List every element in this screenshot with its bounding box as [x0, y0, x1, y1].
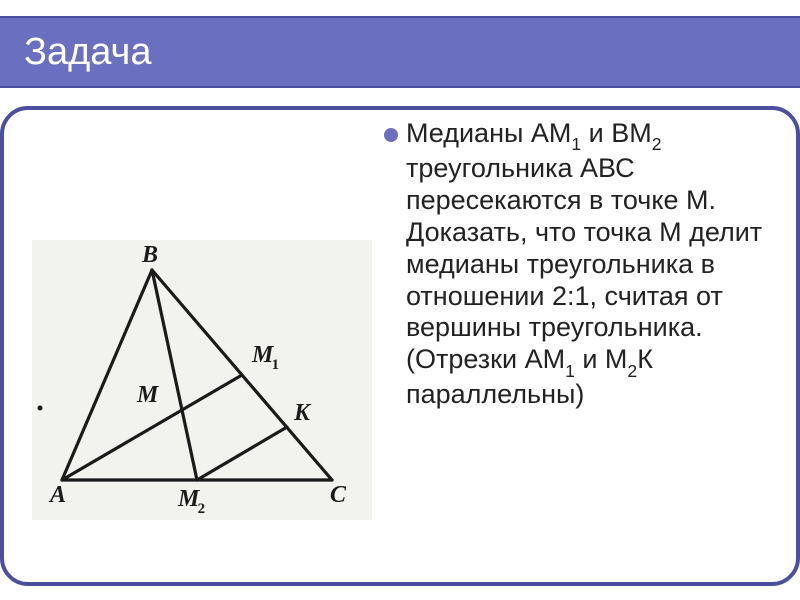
slide-title: Задача	[0, 31, 152, 74]
subscript: 1	[571, 134, 581, 154]
subscript: 2	[652, 134, 662, 154]
svg-text:A: A	[48, 482, 66, 508]
text-frag: и М	[575, 344, 628, 374]
text-frag: и ВМ	[581, 118, 652, 148]
text-frag: (Отрезки АМ	[406, 344, 565, 374]
subscript: 2	[627, 361, 637, 381]
svg-text:2: 2	[198, 501, 205, 517]
subscript: 1	[565, 361, 575, 381]
svg-text:C: C	[330, 482, 347, 508]
text-frag: Медианы АМ	[406, 118, 571, 148]
text-frag: треугольника АВС пересекаются в точке М.…	[406, 153, 762, 342]
title-bar: Задача	[0, 16, 800, 88]
triangle-figure: ABCMM1M2K	[32, 240, 372, 520]
svg-text:M: M	[136, 382, 160, 408]
bullet-icon	[384, 128, 398, 142]
slide: Задача Медианы АМ1 и ВМ2 треугольника АВ…	[0, 0, 800, 600]
svg-text:K: K	[293, 400, 312, 426]
problem-text: Медианы АМ1 и ВМ2 треугольника АВС перес…	[406, 118, 776, 411]
figure-svg: ABCMM1M2K	[32, 240, 372, 520]
svg-text:B: B	[141, 242, 158, 268]
content-card: Медианы АМ1 и ВМ2 треугольника АВС перес…	[0, 106, 800, 586]
svg-text:1: 1	[272, 357, 279, 373]
